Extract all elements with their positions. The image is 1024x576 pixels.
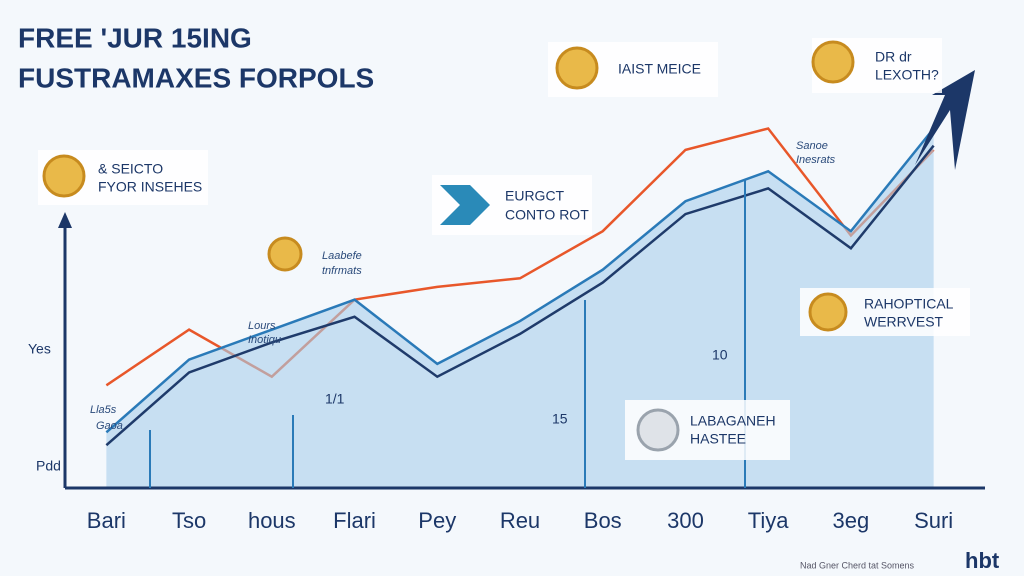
x-tick-label: Pey [418, 508, 456, 533]
footer: Nad Gner Cherd tat Somens [800, 560, 915, 570]
annotation: Gaoa [96, 420, 123, 432]
x-tick-label: Bos [584, 508, 622, 533]
x-tick-label: Reu [500, 508, 540, 533]
annotation: Pdd [36, 458, 61, 474]
annotation: 10 [712, 347, 728, 363]
plot [105, 127, 935, 489]
chart-title: FREE 'JUR 15ING [18, 22, 252, 53]
line [105, 144, 935, 447]
x-tick-label: 300 [667, 508, 704, 533]
coin [267, 236, 303, 272]
annotation: 1/1 [325, 391, 345, 407]
x-tick-label: Tiya [748, 508, 790, 533]
annotation: Inotiqu [248, 334, 281, 346]
annotation: HASTEE [690, 431, 746, 447]
annotation: CONTO ROT [505, 207, 589, 223]
coin [636, 408, 680, 452]
annotation: WERRVEST [864, 314, 944, 330]
annotation: Lours [248, 320, 276, 332]
coin [42, 154, 86, 198]
x-tick-label: hous [248, 508, 296, 533]
x-tick-label: 3eg [833, 508, 870, 533]
callout-box [432, 175, 592, 235]
annotation: DR dr [875, 49, 912, 65]
annotation: Sanoe [796, 140, 828, 152]
annotation: Lla5s [90, 404, 117, 416]
chart-subtitle: FUSTRAMAXES FORPOLS [18, 62, 374, 93]
area [106, 128, 934, 489]
annotation: LEXOTH? [875, 67, 939, 83]
annotation: 15 [552, 411, 568, 427]
logo [440, 185, 490, 225]
annotation: FYOR INSEHES [98, 179, 202, 195]
coin [808, 292, 848, 332]
line [105, 127, 935, 434]
annotation: IAIST MEICE [618, 61, 701, 77]
annotation: Laabefe [322, 250, 362, 262]
annotation: LABAGANEH [690, 413, 776, 429]
annotation: EURGCT [505, 188, 565, 204]
brand: hbt [965, 548, 1000, 573]
x-tick-label: Flari [333, 508, 376, 533]
x-tick-label: Tso [172, 508, 206, 533]
coin [555, 46, 599, 90]
annotation: RAHOPTICAL [864, 296, 954, 312]
coin [811, 40, 855, 84]
x-tick-label: Suri [914, 508, 953, 533]
annotation: Inesrats [796, 154, 836, 166]
annotation: & SEICTO [98, 161, 163, 177]
x-tick-label: Bari [87, 508, 126, 533]
y-axis-label: Yes [28, 341, 51, 357]
y-arrow [58, 212, 72, 228]
trend-arrow [915, 70, 975, 170]
annotation: tnfrmats [322, 265, 362, 277]
